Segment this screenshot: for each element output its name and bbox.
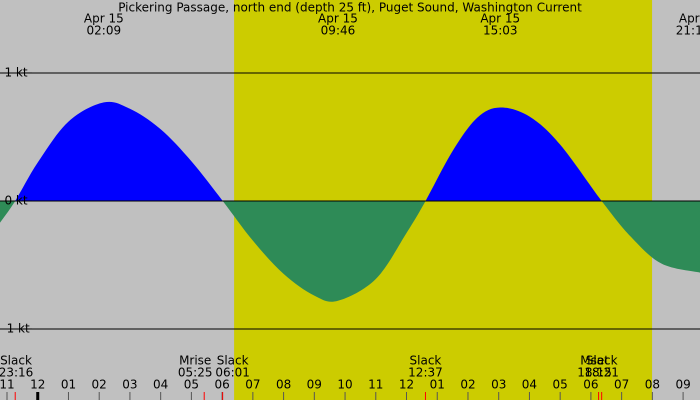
x-tick-label: 11 (368, 378, 383, 392)
event-label: Mrise (179, 354, 211, 368)
event-time: 23:16 (0, 366, 33, 380)
max-date: Apr 15 (318, 12, 358, 26)
x-tick-label: 09 (307, 378, 322, 392)
y-tick-label: -1 kt (2, 321, 30, 335)
max-time: 09:46 (321, 24, 356, 38)
max-time: 02:09 (87, 24, 122, 38)
x-tick-label: 04 (522, 378, 537, 392)
event-time: 12:37 (408, 366, 443, 380)
event-time: 06:01 (215, 366, 250, 380)
event-label: Mset (580, 354, 609, 368)
y-tick-label: 0 kt (4, 193, 27, 207)
max-date: Apr 15 (84, 12, 124, 26)
x-tick-label: 05 (184, 378, 199, 392)
x-tick-label: 01 (430, 378, 445, 392)
x-tick-label: 06 (583, 378, 598, 392)
max-time: 15:03 (483, 24, 518, 38)
x-tick-label: 08 (276, 378, 291, 392)
x-tick-label: 07 (245, 378, 260, 392)
x-tick-label: 02 (92, 378, 107, 392)
x-tick-label: 02 (460, 378, 475, 392)
x-tick-label: 12 (30, 378, 45, 392)
current-area (0, 101, 700, 302)
x-tick-label: 08 (645, 378, 660, 392)
x-tick-label: 03 (491, 378, 506, 392)
x-tick-label: 05 (553, 378, 568, 392)
max-date: Apr 15 (480, 12, 520, 26)
event-time: 05:25 (178, 366, 213, 380)
x-tick-label: 03 (122, 378, 137, 392)
x-tick-label: 06 (214, 378, 229, 392)
event-label: Slack (217, 354, 249, 368)
event-label: Slack (410, 354, 442, 368)
y-tick-label: 1 kt (4, 65, 27, 79)
x-tick-label: 12 (399, 378, 414, 392)
max-date: Apr (679, 12, 700, 26)
x-tick-label: 11 (0, 378, 15, 392)
x-tick-label: 04 (153, 378, 168, 392)
x-tick-label: 09 (675, 378, 690, 392)
event-label: Slack (0, 354, 32, 368)
x-tick-label: 10 (337, 378, 352, 392)
event-label: Slack (586, 354, 618, 368)
x-tick-label: 07 (614, 378, 629, 392)
event-time: 18:21 (584, 366, 619, 380)
event-time: 18:15 (577, 366, 612, 380)
chart-title: Pickering Passage, north end (depth 25 f… (118, 1, 582, 15)
max-time: 21:1 (676, 24, 700, 38)
x-tick-label: 01 (61, 378, 76, 392)
